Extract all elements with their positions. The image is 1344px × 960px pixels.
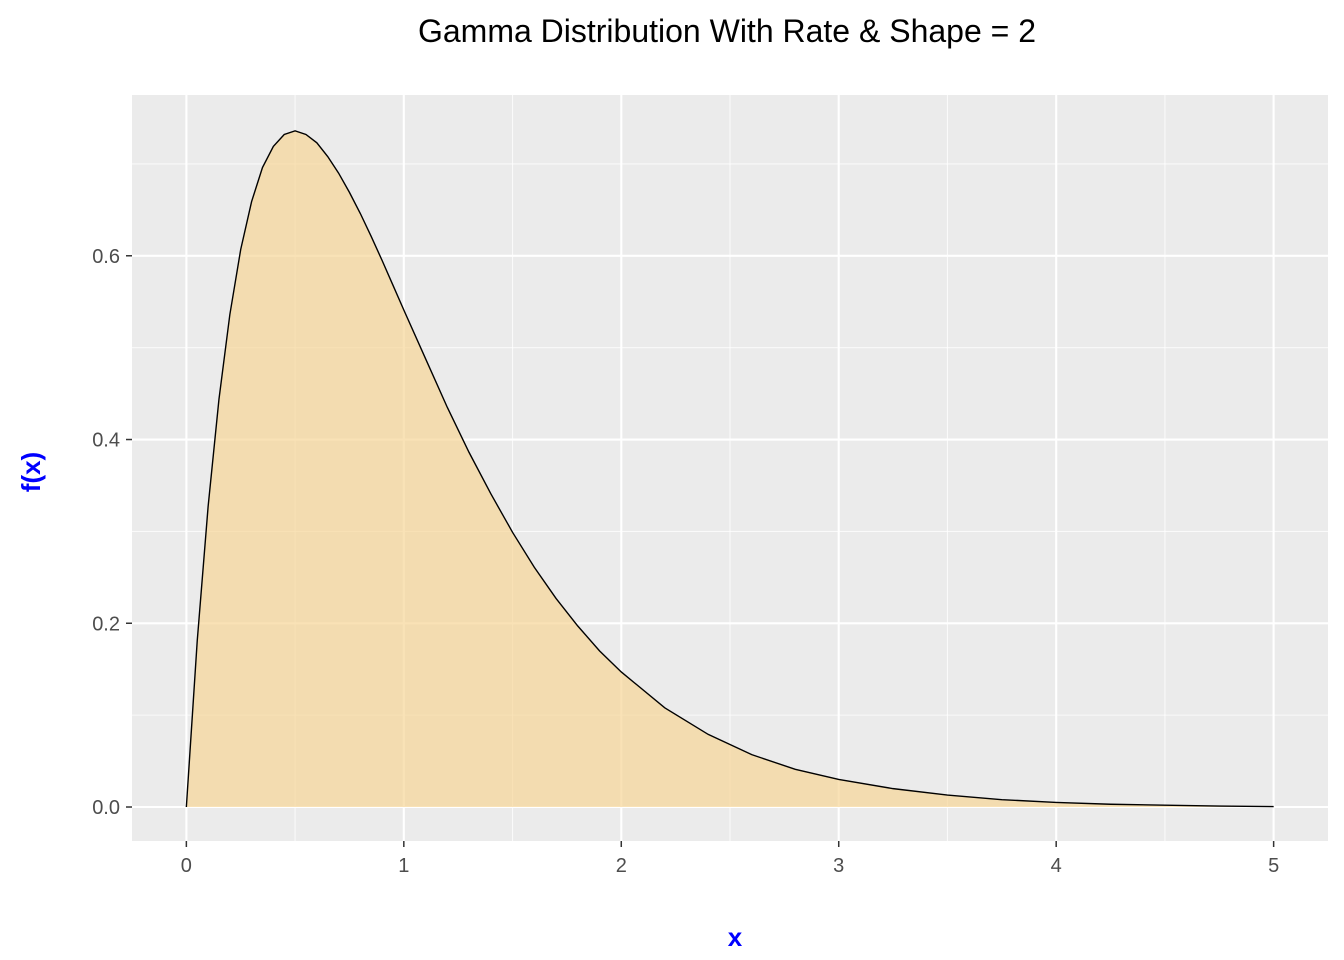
y-tick-label: 0.2 bbox=[92, 613, 120, 635]
y-axis: 0.0 0.2 0.4 0.6 bbox=[92, 246, 132, 819]
chart-title: Gamma Distribution With Rate & Shape = 2 bbox=[418, 13, 1036, 49]
density-curve bbox=[185, 130, 1274, 808]
density-area bbox=[186, 130, 1274, 808]
x-tick-label: 4 bbox=[1051, 855, 1062, 877]
x-tick-label: 1 bbox=[398, 855, 409, 877]
x-tick-label: 2 bbox=[616, 855, 627, 877]
x-axis-title: x bbox=[728, 922, 743, 952]
x-tick-label: 0 bbox=[181, 855, 192, 877]
x-tick-label: 3 bbox=[833, 855, 844, 877]
x-axis: 0 1 2 3 4 5 bbox=[181, 841, 1279, 877]
density-series bbox=[185, 130, 1274, 808]
x-tick-label: 5 bbox=[1268, 855, 1279, 877]
y-axis-title: f(x) bbox=[16, 452, 46, 492]
y-tick-label: 0.0 bbox=[92, 797, 120, 819]
y-tick-label: 0.6 bbox=[92, 246, 120, 268]
y-tick-label: 0.4 bbox=[92, 430, 120, 452]
